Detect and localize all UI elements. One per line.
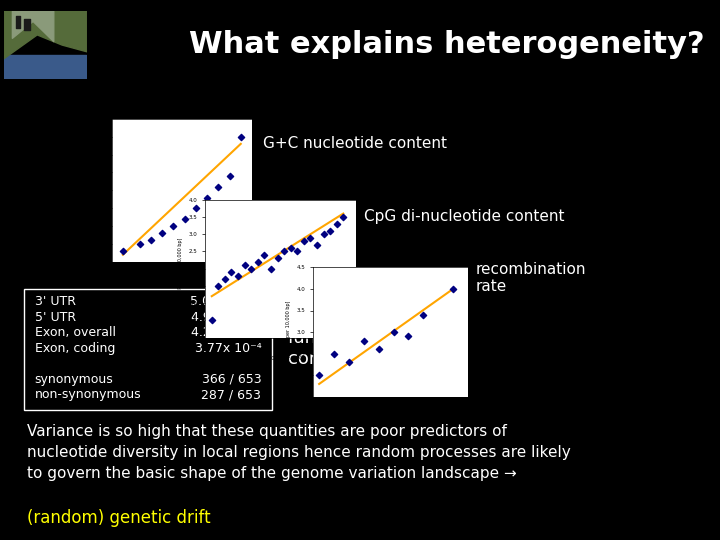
Point bbox=[156, 229, 168, 238]
Point bbox=[343, 358, 355, 367]
Point bbox=[190, 204, 202, 213]
Point bbox=[447, 285, 459, 293]
Point bbox=[388, 328, 400, 336]
Text: functional
constraints: functional constraints bbox=[288, 329, 388, 368]
Point bbox=[298, 237, 310, 245]
Point bbox=[418, 310, 429, 319]
Point bbox=[252, 258, 264, 266]
Text: 366 / 653: 366 / 653 bbox=[202, 373, 261, 386]
Point bbox=[212, 183, 224, 191]
Text: 287 / 653: 287 / 653 bbox=[202, 388, 261, 401]
Text: 5' UTR: 5' UTR bbox=[35, 310, 76, 323]
Text: G+C nucleotide content: G+C nucleotide content bbox=[263, 136, 447, 151]
Point bbox=[258, 251, 270, 259]
Point bbox=[313, 371, 325, 380]
Point bbox=[292, 247, 303, 256]
Point bbox=[168, 222, 179, 231]
Point bbox=[224, 172, 235, 180]
Text: 3.77x 10⁻⁴: 3.77x 10⁻⁴ bbox=[194, 342, 261, 355]
Text: Variance is so high that these quantities are poor predictors of
nucleotide dive: Variance is so high that these quantitie… bbox=[27, 424, 571, 481]
Point bbox=[212, 281, 224, 290]
Y-axis label: SNP Rate [per 10,000 bp]: SNP Rate [per 10,000 bp] bbox=[179, 238, 184, 300]
Text: 4.20 x 10⁻⁴: 4.20 x 10⁻⁴ bbox=[191, 326, 261, 339]
Point bbox=[331, 220, 343, 228]
Point bbox=[285, 244, 297, 252]
Point bbox=[279, 247, 290, 256]
Text: What explains heterogeneity?: What explains heterogeneity? bbox=[189, 30, 704, 59]
Point bbox=[117, 247, 129, 255]
Point bbox=[206, 316, 217, 325]
X-axis label: Recombination rate [per Mb]: Recombination rate [per Mb] bbox=[355, 415, 426, 420]
Point bbox=[239, 261, 251, 269]
Text: recombination
rate: recombination rate bbox=[475, 262, 585, 294]
X-axis label: CpG Content [%]: CpG Content [%] bbox=[258, 356, 304, 361]
X-axis label: G+C Content [%]: G+C Content [%] bbox=[158, 280, 205, 285]
Point bbox=[145, 236, 157, 245]
Text: synonymous: synonymous bbox=[35, 373, 113, 386]
Point bbox=[311, 240, 323, 249]
Point bbox=[246, 264, 257, 273]
Text: CpG di-nucleotide content: CpG di-nucleotide content bbox=[364, 208, 564, 224]
Point bbox=[179, 214, 190, 224]
Y-axis label: SNP Rate [per 10,000 bp]: SNP Rate [per 10,000 bp] bbox=[287, 301, 292, 363]
Point bbox=[219, 275, 230, 284]
FancyBboxPatch shape bbox=[24, 289, 272, 410]
Text: non-synonymous: non-synonymous bbox=[35, 388, 141, 401]
Point bbox=[373, 345, 384, 354]
Text: Exon, overall: Exon, overall bbox=[35, 326, 115, 339]
Point bbox=[318, 230, 329, 239]
Text: Exon, coding: Exon, coding bbox=[35, 342, 115, 355]
Text: 4.95 x 10⁻⁴: 4.95 x 10⁻⁴ bbox=[191, 310, 261, 323]
Point bbox=[134, 240, 145, 248]
Point bbox=[235, 132, 246, 141]
Point bbox=[324, 226, 336, 235]
Point bbox=[265, 264, 276, 273]
Point bbox=[338, 213, 349, 221]
Point bbox=[202, 193, 213, 202]
Text: 5.00 x 10⁻⁴: 5.00 x 10⁻⁴ bbox=[191, 295, 261, 308]
Point bbox=[328, 349, 340, 358]
Point bbox=[305, 233, 316, 242]
Text: 3' UTR: 3' UTR bbox=[35, 295, 76, 308]
Y-axis label: SNP Rate [per 10,000 bp]: SNP Rate [per 10,000 bp] bbox=[85, 159, 90, 221]
Point bbox=[233, 271, 244, 280]
Text: (random) genetic drift: (random) genetic drift bbox=[27, 509, 211, 526]
Point bbox=[226, 268, 238, 276]
Point bbox=[271, 254, 283, 262]
Point bbox=[402, 332, 414, 341]
Point bbox=[358, 336, 369, 345]
